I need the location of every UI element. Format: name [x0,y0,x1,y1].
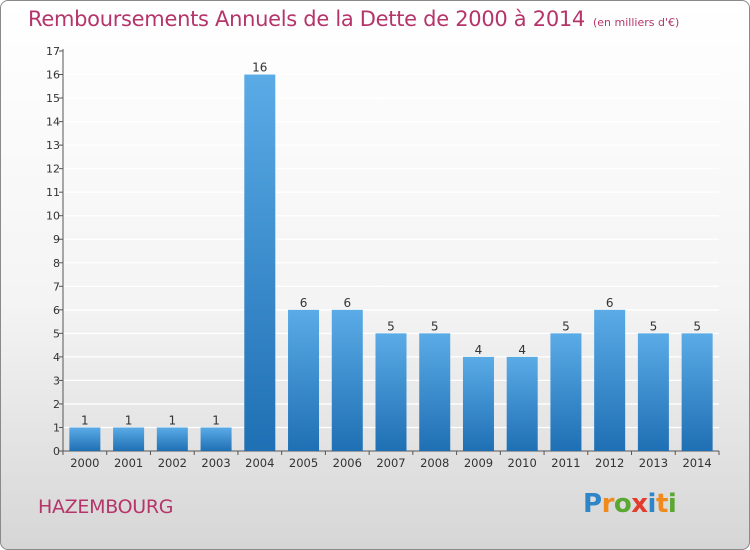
bar [156,427,188,451]
y-tick-label: 0 [53,445,60,458]
x-tick-label: 2007 [376,456,405,470]
data-label: 5 [650,319,658,333]
y-tick-label: 1 [53,421,60,434]
y-tick-label: 7 [53,280,60,293]
bar [594,309,626,451]
y-tick-label: 16 [46,69,60,82]
y-tick-label: 10 [46,210,60,223]
bar [419,333,451,451]
data-label: 1 [81,413,89,427]
x-tick-label: 2014 [682,456,711,470]
data-label: 4 [518,343,526,357]
bar [69,427,101,451]
y-tick-label: 17 [46,45,60,58]
x-tick-label: 2005 [289,456,318,470]
bar [681,333,713,451]
y-tick-label: 8 [53,257,60,270]
bar [331,309,363,451]
bar [550,333,582,451]
data-label: 1 [169,413,177,427]
y-tick-label: 11 [46,186,60,199]
data-label: 6 [606,296,614,310]
y-tick-label: 5 [53,327,60,340]
y-tick-label: 15 [46,92,60,105]
x-tick-label: 2008 [420,456,449,470]
chart-title: Remboursements Annuels de la Dette de 20… [28,7,679,31]
bar [506,356,538,451]
logo-letter: r [601,489,615,519]
x-tick-label: 2000 [70,456,99,470]
y-tick-label: 6 [53,304,60,317]
proxiti-logo: Proxiti [583,489,677,519]
bar [113,427,145,451]
data-label: 6 [300,296,308,310]
bar [200,427,232,451]
data-label: 1 [125,413,133,427]
x-tick-label: 2011 [551,456,580,470]
city-name: HAZEMBOURG [38,496,174,518]
x-tick-label: 2001 [114,456,143,470]
bar [244,74,276,451]
chart-unit: (en milliers d'€) [593,16,680,29]
x-tick-label: 2012 [595,456,624,470]
y-tick-label: 9 [53,233,60,246]
x-tick-label: 2002 [158,456,187,470]
data-label: 6 [343,296,351,310]
bar [288,309,320,451]
logo-letter: t [655,489,668,519]
x-tick-label: 2010 [508,456,537,470]
y-tick-label: 13 [46,139,60,152]
y-tick-label: 12 [46,163,60,176]
chart-title-text: Remboursements Annuels de la Dette de 20… [28,7,585,31]
y-tick-label: 3 [53,374,60,387]
logo-letter: o [613,489,632,519]
bar [375,333,407,451]
x-tick-label: 2003 [201,456,230,470]
logo-letter: x [631,489,648,519]
data-label: 5 [387,319,395,333]
x-tick-label: 2004 [245,456,274,470]
x-tick-label: 2009 [464,456,493,470]
data-label: 16 [252,61,267,75]
data-label: 4 [475,343,483,357]
x-tick-label: 2013 [639,456,668,470]
logo-letter: i [667,489,677,519]
x-tick-label: 2006 [333,456,362,470]
data-label: 5 [562,319,570,333]
logo-letter: P [583,489,602,519]
bar [637,333,669,451]
y-tick-label: 14 [46,116,60,129]
logo-letter: i [647,489,657,519]
data-label: 5 [693,319,701,333]
data-label: 1 [212,413,220,427]
data-label: 5 [431,319,439,333]
bar [462,356,494,451]
y-tick-label: 2 [53,398,60,411]
y-tick-label: 4 [53,351,60,364]
